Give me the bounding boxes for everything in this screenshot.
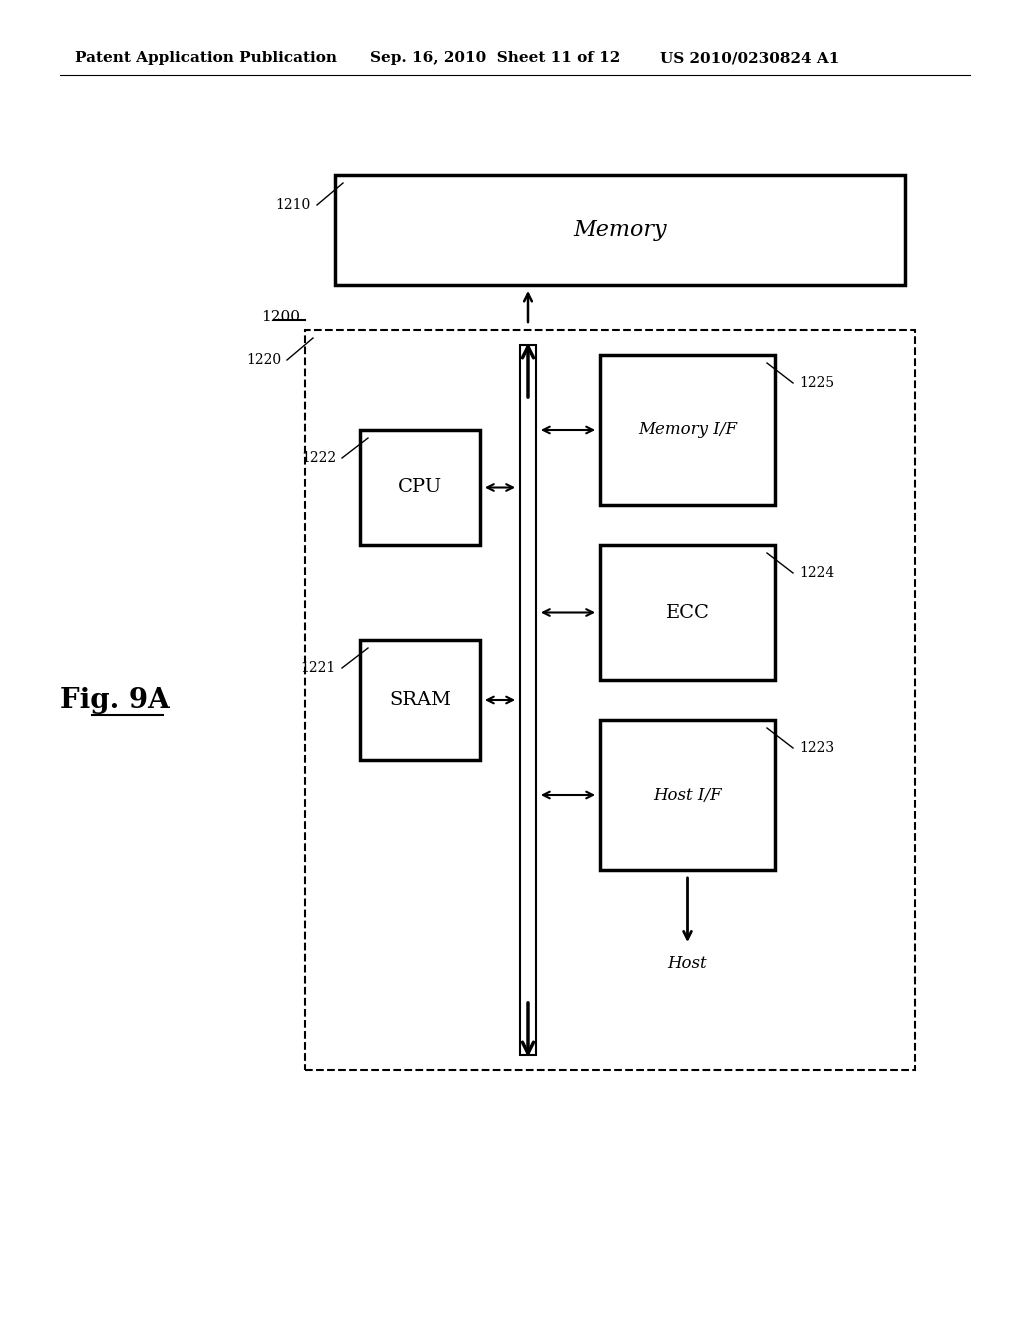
Bar [600, 355, 775, 506]
Text: ECC: ECC [666, 603, 710, 622]
Text: Host: Host [668, 954, 708, 972]
Bar [600, 719, 775, 870]
Text: Host I/F: Host I/F [653, 787, 722, 804]
Text: Patent Application Publication: Patent Application Publication [75, 51, 337, 65]
Bar [335, 176, 905, 285]
Bar [520, 345, 536, 1055]
Text: 1220: 1220 [246, 352, 281, 367]
Text: Memory I/F: Memory I/F [638, 421, 737, 438]
Text: 1224: 1224 [799, 566, 835, 579]
Bar [360, 430, 480, 545]
Text: CPU: CPU [398, 479, 442, 496]
Text: 1225: 1225 [799, 376, 835, 389]
Text: US 2010/0230824 A1: US 2010/0230824 A1 [660, 51, 840, 65]
Text: Fig. 9A: Fig. 9A [60, 686, 170, 714]
Text: Sep. 16, 2010  Sheet 11 of 12: Sep. 16, 2010 Sheet 11 of 12 [370, 51, 621, 65]
Text: 1210: 1210 [275, 198, 311, 213]
FancyBboxPatch shape [305, 330, 915, 1071]
Text: Memory: Memory [573, 219, 667, 242]
Text: 1221: 1221 [301, 661, 336, 675]
Text: 1222: 1222 [301, 451, 336, 465]
Bar [600, 545, 775, 680]
Bar [360, 640, 480, 760]
Text: SRAM: SRAM [389, 690, 451, 709]
Text: 1223: 1223 [799, 741, 835, 755]
Text: 1200: 1200 [261, 310, 300, 323]
